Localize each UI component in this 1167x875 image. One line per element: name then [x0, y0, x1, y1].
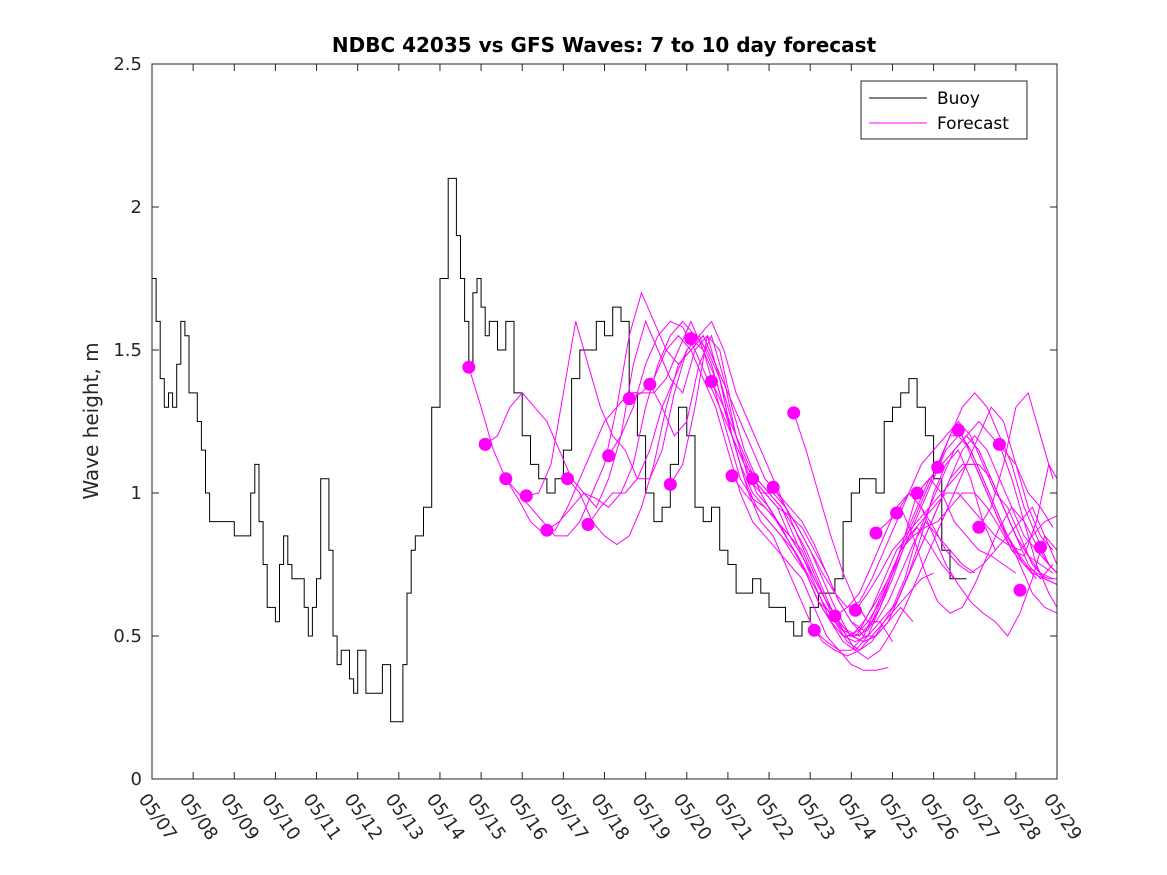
y-axis-label: Wave height, m	[79, 342, 103, 499]
forecast-start-marker	[540, 523, 554, 537]
forecast-run-line	[468, 334, 889, 671]
forecast-start-marker	[705, 375, 718, 388]
forecast-run-line	[834, 492, 1057, 617]
forecast-start-marker	[890, 506, 904, 520]
legend: Buoy Forecast	[860, 80, 1028, 140]
y-tick-label: 1	[131, 483, 142, 504]
forecast-run-line	[978, 391, 1054, 528]
chart-title: NDBC 42035 vs GFS Waves: 7 to 10 day for…	[332, 33, 877, 57]
forecast-start-marker	[766, 480, 780, 494]
forecast-run-line	[875, 506, 1057, 614]
forecast-start-marker	[519, 489, 533, 503]
forecast-run-line	[957, 429, 1057, 614]
forecast-start-marker	[561, 472, 574, 486]
forecast-start-marker	[602, 449, 616, 463]
forecast-start-marker	[910, 486, 924, 500]
y-tick-label: 0.5	[113, 626, 142, 647]
forecast-run-line	[772, 435, 1057, 637]
forecast-run-line	[711, 381, 1057, 637]
forecast-start-marker	[992, 437, 1006, 451]
buoy-series-line	[152, 177, 967, 723]
forecast-start-marker	[462, 360, 476, 374]
forecast-start-marker	[951, 423, 965, 437]
legend-box	[860, 80, 1028, 140]
forecast-run-line	[854, 463, 1054, 611]
forecast-start-marker	[499, 472, 513, 486]
forecast-start-marker	[848, 603, 862, 617]
forecast-start-marker	[622, 392, 636, 406]
forecast-start-marker	[828, 609, 842, 623]
plot-area	[152, 177, 1057, 723]
forecast-start-marker	[725, 469, 739, 483]
forecast-run-line	[998, 444, 1057, 608]
forecast-start-marker	[972, 520, 986, 534]
forecast-run-line	[813, 492, 1057, 651]
forecast-start-marker	[663, 477, 677, 491]
forecast-start-marker	[643, 377, 657, 391]
forecast-start-marker	[684, 332, 698, 346]
forecast-start-marker	[1034, 540, 1047, 554]
y-tick-label: 2	[131, 197, 142, 218]
legend-entry-label: Buoy	[937, 89, 980, 109]
forecast-run-line	[546, 320, 955, 637]
y-tick-label: 1.5	[113, 340, 142, 361]
forecast-start-marker	[581, 518, 595, 531]
forecast-start-marker	[807, 623, 821, 637]
y-tick-label: 0	[131, 769, 142, 790]
legend-entry-label: Forecast	[937, 114, 1009, 134]
y-tick-label: 2.5	[113, 54, 142, 75]
forecast-start-marker	[787, 406, 801, 420]
forecast-start-marker	[869, 526, 883, 540]
forecast-run-line	[896, 492, 1057, 637]
forecast-start-marker	[931, 460, 945, 474]
forecast-start-marker	[1013, 583, 1027, 597]
forecast-start-marker	[478, 437, 492, 451]
forecast-start-marker	[746, 472, 760, 486]
